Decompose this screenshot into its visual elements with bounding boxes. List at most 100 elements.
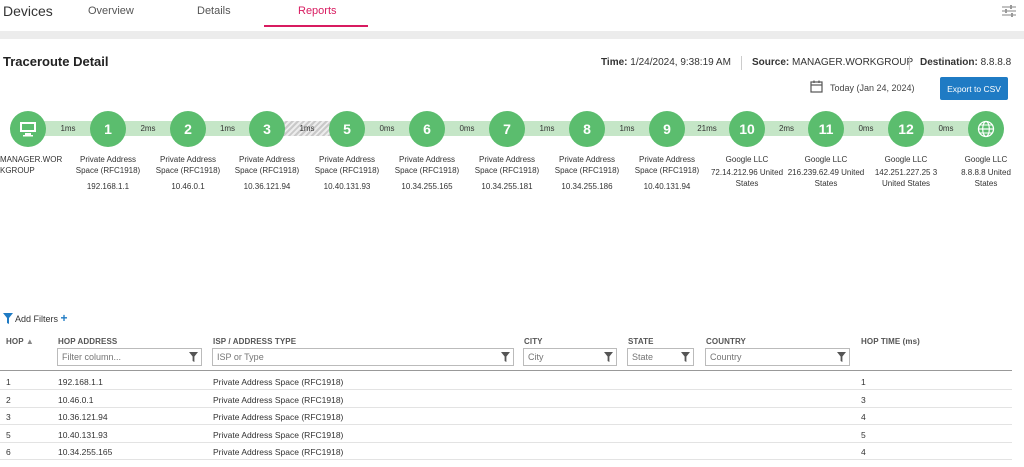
cell-hop: 2 xyxy=(6,394,11,405)
divider xyxy=(909,56,910,70)
source-meta: Source: MANAGER.WORKGROUP xyxy=(752,57,914,68)
route-link xyxy=(427,121,507,136)
table-row[interactable]: 6 10.34.255.165 Private Address Space (RFC… xyxy=(0,442,1012,460)
state-filter-input[interactable] xyxy=(627,348,694,366)
cell-hop: 5 xyxy=(6,429,11,440)
hop-name: Private Address Space (RFC1918) xyxy=(474,155,540,175)
sliders-icon[interactable] xyxy=(1001,4,1017,18)
cell-address: 192.168.1.1 xyxy=(58,377,103,387)
hop-name: Google LLC xyxy=(725,155,769,164)
hop-ip: 72.14.212.96 United States xyxy=(710,168,784,188)
filter-icon[interactable] xyxy=(681,352,690,362)
isp-filter-input[interactable] xyxy=(212,348,514,366)
table-row[interactable]: 2 10.46.0.1 Private Address Space (RFC1918… xyxy=(0,390,1012,408)
link-latency: 0ms xyxy=(938,124,954,133)
country-filter-input[interactable] xyxy=(705,348,850,366)
route-link xyxy=(747,121,826,136)
column-header-hop-address[interactable]: HOP ADDRESS xyxy=(58,337,118,346)
hop-node[interactable]: 1 xyxy=(90,111,126,147)
hop-label: Google LLC 142.251.227.25 3 United States xyxy=(866,154,946,189)
route-link xyxy=(347,121,427,136)
hop-ip: 10.34.255.186 xyxy=(561,182,613,191)
hop-label: Private Address Space (RFC1918) 10.34.255… xyxy=(387,154,467,192)
tab-reports[interactable]: Reports xyxy=(298,5,337,17)
hop-node[interactable]: 2 xyxy=(170,111,206,147)
cell-isp: Private Address Space (RFC1918) xyxy=(213,377,344,387)
hop-label: Google LLC 216.239.62.49 United States xyxy=(786,154,866,189)
filter-icon[interactable] xyxy=(837,352,846,362)
globe-icon[interactable] xyxy=(968,111,1004,147)
hop-label: Private Address Space (RFC1918) 192.168.1… xyxy=(68,154,148,192)
date-selector[interactable]: Today (Jan 24, 2024) xyxy=(830,83,915,93)
cell-hop: 3 xyxy=(6,412,11,422)
filter-icon[interactable] xyxy=(189,352,198,362)
column-header-country[interactable]: COUNTRY xyxy=(706,337,746,346)
hop-node[interactable]: 11 xyxy=(808,111,844,147)
hop-node[interactable]: 3 xyxy=(249,111,285,147)
hop-node[interactable]: 7 xyxy=(489,111,525,147)
table-row[interactable]: 3 10.36.121.94 Private Address Space (RFC1… xyxy=(0,407,1012,425)
computer-icon[interactable] xyxy=(10,111,46,147)
hop-label: Private Address Space (RFC1918) 10.36.121… xyxy=(227,154,307,192)
hop-label: Google LLC 8.8.8.8 United States xyxy=(956,154,1016,189)
cell-address: 10.34.255.165 xyxy=(58,447,113,457)
filter-icon[interactable] xyxy=(501,352,510,362)
link-latency: 2ms xyxy=(140,124,156,133)
tab-overview[interactable]: Overview xyxy=(88,5,134,17)
sort-asc-icon: ▲ xyxy=(25,337,34,346)
link-latency: 1ms xyxy=(619,124,635,133)
header-divider xyxy=(0,31,1024,39)
hop-node[interactable]: 8 xyxy=(569,111,605,147)
plus-icon[interactable]: + xyxy=(60,311,68,325)
link-latency: 21ms xyxy=(697,124,717,133)
destination-meta: Destination: 8.8.8.8 xyxy=(920,57,1012,68)
hop-node[interactable]: 10 xyxy=(729,111,765,147)
top-nav: Devices Overview Details Reports xyxy=(0,0,1024,30)
cell-time: 4 xyxy=(861,412,866,422)
cell-isp: Private Address Space (RFC1918) xyxy=(213,412,344,422)
hop-name: Private Address Space (RFC1918) xyxy=(634,155,700,175)
hop-ip: 142.251.227.25 3 United States xyxy=(874,168,938,188)
route-link xyxy=(587,121,667,136)
column-header-city[interactable]: CITY xyxy=(524,337,543,346)
city-filter-input[interactable] xyxy=(523,348,617,366)
hop-ip: 10.34.255.165 xyxy=(401,182,453,191)
hop-node[interactable]: 9 xyxy=(649,111,685,147)
page-title: Traceroute Detail xyxy=(3,54,109,69)
hop-address-filter-input[interactable] xyxy=(57,348,202,366)
hop-node[interactable]: 6 xyxy=(409,111,445,147)
hop-label: MANAGER.WOR KGROUP xyxy=(0,154,62,176)
route-link xyxy=(507,121,587,136)
filter-icon xyxy=(3,313,13,324)
hop-ip: 8.8.8.8 United States xyxy=(961,168,1011,188)
route-link xyxy=(28,121,108,136)
tab-details[interactable]: Details xyxy=(197,5,231,17)
route-link xyxy=(826,121,906,136)
column-header-hop-time[interactable]: HOP TIME (ms) xyxy=(861,337,920,346)
hop-ip: 10.40.131.93 xyxy=(323,182,371,191)
hop-ip: 10.46.0.1 xyxy=(171,182,205,191)
cell-time: 5 xyxy=(861,429,866,440)
route-link xyxy=(267,121,347,136)
hop-name: Google LLC xyxy=(884,155,928,164)
column-header-state[interactable]: STATE xyxy=(628,337,654,346)
link-latency: 1ms xyxy=(219,124,236,133)
hop-node[interactable]: 5 xyxy=(329,111,365,147)
export-csv-button[interactable]: Export to CSV xyxy=(940,77,1008,100)
divider xyxy=(741,56,742,70)
route-link xyxy=(188,121,267,136)
column-header-isp[interactable]: ISP / ADDRESS TYPE xyxy=(213,337,297,346)
filter-icon[interactable] xyxy=(604,352,613,362)
table-header-divider xyxy=(0,370,1012,371)
calendar-icon[interactable] xyxy=(810,80,823,93)
column-header-hop[interactable]: HOP ▲ xyxy=(6,337,34,346)
route-link xyxy=(108,121,188,136)
app-title: Devices xyxy=(3,3,53,19)
hop-node[interactable]: 12 xyxy=(888,111,924,147)
cell-time: 1 xyxy=(861,377,866,387)
add-filters[interactable]: Add Filters + xyxy=(3,311,68,325)
hop-name: Private Address Space (RFC1918) xyxy=(314,155,380,175)
table-row[interactable]: 1 192.168.1.1 Private Address Space (RFC19… xyxy=(0,372,1012,390)
table-row[interactable]: 5 10.40.131.93 Private Address Space (RFC1… xyxy=(0,425,1012,443)
cell-isp: Private Address Space (RFC1918) xyxy=(213,429,344,440)
